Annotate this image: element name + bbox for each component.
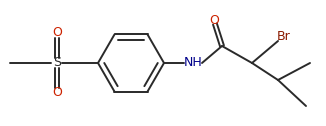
Text: Br: Br — [277, 29, 291, 42]
Text: NH: NH — [184, 56, 202, 70]
Text: O: O — [52, 87, 62, 100]
Text: S: S — [53, 56, 61, 70]
Text: O: O — [52, 26, 62, 39]
Text: O: O — [209, 14, 219, 27]
